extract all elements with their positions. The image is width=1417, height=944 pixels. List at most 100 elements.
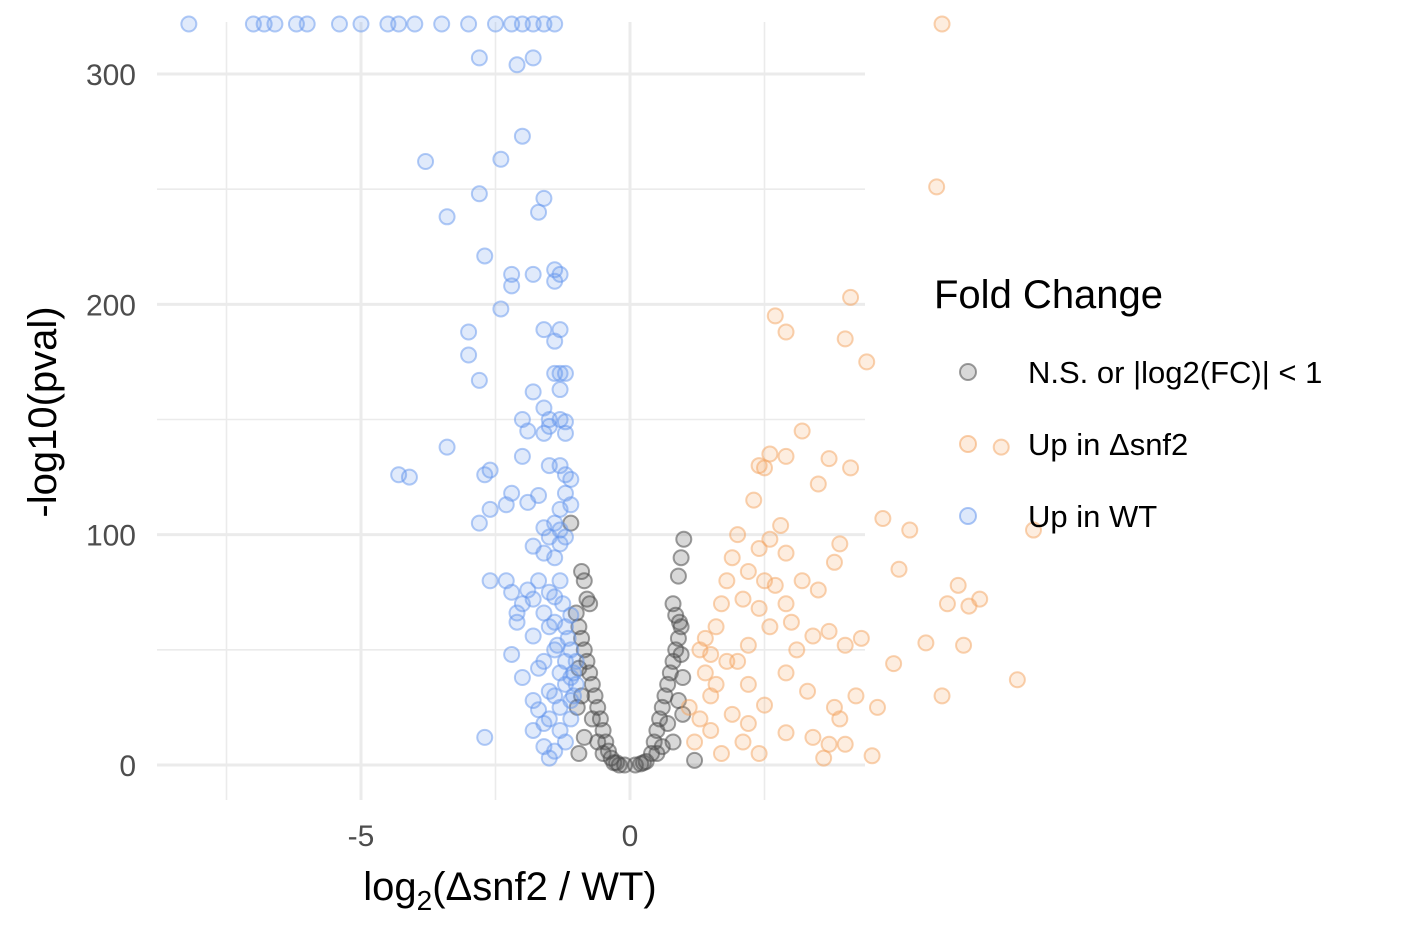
point-series1-51 — [885, 655, 903, 673]
point-series0-57 — [648, 744, 666, 762]
point-series2-96 — [508, 613, 526, 631]
point-series2-43 — [524, 383, 542, 401]
y-axis-ticks: 0 100 200 300 — [86, 59, 136, 783]
point-series1-41 — [804, 627, 822, 645]
point-series2-52 — [556, 413, 574, 431]
y-tick-label-1: 100 — [86, 520, 136, 553]
point-series2-74 — [551, 500, 569, 518]
point-series1-17 — [874, 510, 892, 528]
point-series2-110 — [524, 692, 542, 710]
point-series0-38 — [672, 549, 690, 567]
point-series2-46 — [551, 364, 569, 382]
point-series2-99 — [524, 627, 542, 645]
x-axis-title-prefix: log — [363, 865, 416, 909]
point-series1-68 — [750, 744, 768, 762]
point-series2-104 — [530, 659, 548, 677]
point-series1-52 — [777, 664, 795, 682]
point-series1-11 — [756, 459, 773, 477]
point-series2-65 — [400, 468, 418, 486]
point-series1-16 — [745, 491, 763, 509]
point-series2-60 — [551, 457, 569, 475]
point-series1-42 — [852, 629, 870, 647]
point-series2-38 — [535, 321, 553, 339]
point-series2-0 — [180, 15, 198, 33]
point-series1-71 — [718, 572, 736, 590]
point-series1-30 — [793, 572, 811, 590]
point-series1-40 — [761, 618, 779, 636]
point-series2-29 — [476, 247, 494, 265]
point-series2-13 — [487, 15, 504, 33]
point-series2-42 — [470, 371, 488, 389]
point-series2-66 — [562, 470, 580, 488]
point-series2-40 — [460, 346, 478, 364]
point-series1-35 — [960, 597, 978, 615]
point-series0-46 — [674, 668, 692, 686]
point-series1-5 — [836, 330, 854, 348]
point-series2-18 — [546, 15, 564, 33]
point-series2-12 — [460, 15, 478, 33]
point-series2-69 — [497, 496, 515, 514]
y-axis-title: -log10(pval) — [21, 306, 65, 517]
point-series1-76 — [712, 595, 730, 613]
y-tick-label-2: 200 — [86, 289, 136, 322]
point-series1-19 — [901, 521, 919, 539]
legend-label-2: Up in WT — [1028, 499, 1157, 534]
legend-key-0 — [959, 363, 977, 381]
point-series1-15 — [992, 438, 1010, 456]
point-series1-81 — [718, 652, 736, 670]
point-series2-3 — [266, 15, 284, 33]
point-series0-39 — [675, 530, 693, 548]
point-series1-87 — [712, 744, 730, 762]
point-series2-100 — [540, 618, 558, 636]
point-series1-7 — [793, 422, 811, 440]
point-series2-31 — [524, 265, 542, 283]
point-series2-35 — [546, 272, 564, 290]
point-series1-13 — [842, 459, 860, 477]
point-series2-107 — [513, 668, 531, 686]
point-series1-53 — [1008, 671, 1026, 689]
point-series2-20 — [508, 56, 526, 74]
point-series1-26 — [890, 560, 908, 578]
point-series2-117 — [476, 728, 494, 746]
point-series1-20 — [1025, 521, 1042, 539]
point-series1-73 — [696, 664, 714, 682]
y-tick-label-0: 0 — [119, 750, 136, 783]
point-series2-89 — [503, 583, 521, 601]
point-series0-37 — [669, 567, 687, 585]
point-series0-36 — [664, 595, 682, 613]
point-series1-72 — [729, 526, 747, 544]
x-axis-title: log2(Δsnf2 / WT) — [363, 865, 656, 916]
point-series0-50 — [583, 710, 601, 728]
legend-title: Fold Change — [934, 273, 1163, 317]
point-series1-34 — [938, 595, 956, 613]
point-series1-47 — [739, 636, 757, 654]
point-series1-21 — [761, 530, 779, 548]
x-axis-ticks: -5 0 — [348, 820, 639, 853]
point-series2-94 — [513, 595, 531, 613]
point-series1-57 — [756, 696, 773, 714]
point-series2-26 — [535, 189, 553, 207]
point-series2-130 — [562, 710, 580, 728]
point-series2-85 — [481, 572, 499, 590]
point-series1-2 — [842, 288, 860, 306]
y-tick-label-3: 300 — [86, 59, 136, 92]
point-series2-57 — [438, 438, 456, 456]
point-series1-82 — [691, 641, 709, 659]
legend-label-0: N.S. or |log2(FC)| < 1 — [1028, 355, 1322, 390]
point-series2-101 — [503, 645, 521, 663]
point-series2-134 — [562, 668, 580, 686]
point-series2-36 — [492, 300, 510, 318]
point-series2-22 — [513, 127, 531, 145]
point-series2-118 — [556, 733, 574, 751]
point-series1-31 — [809, 581, 827, 599]
point-series1-32 — [949, 576, 967, 594]
point-series1-67 — [815, 749, 833, 767]
point-series1-63 — [804, 728, 822, 746]
point-series2-44 — [551, 381, 569, 399]
point-series1-55 — [847, 687, 865, 705]
point-series2-54 — [519, 422, 537, 440]
point-series1-77 — [723, 549, 741, 567]
point-series2-5 — [298, 15, 316, 33]
point-series1-80 — [702, 721, 720, 739]
